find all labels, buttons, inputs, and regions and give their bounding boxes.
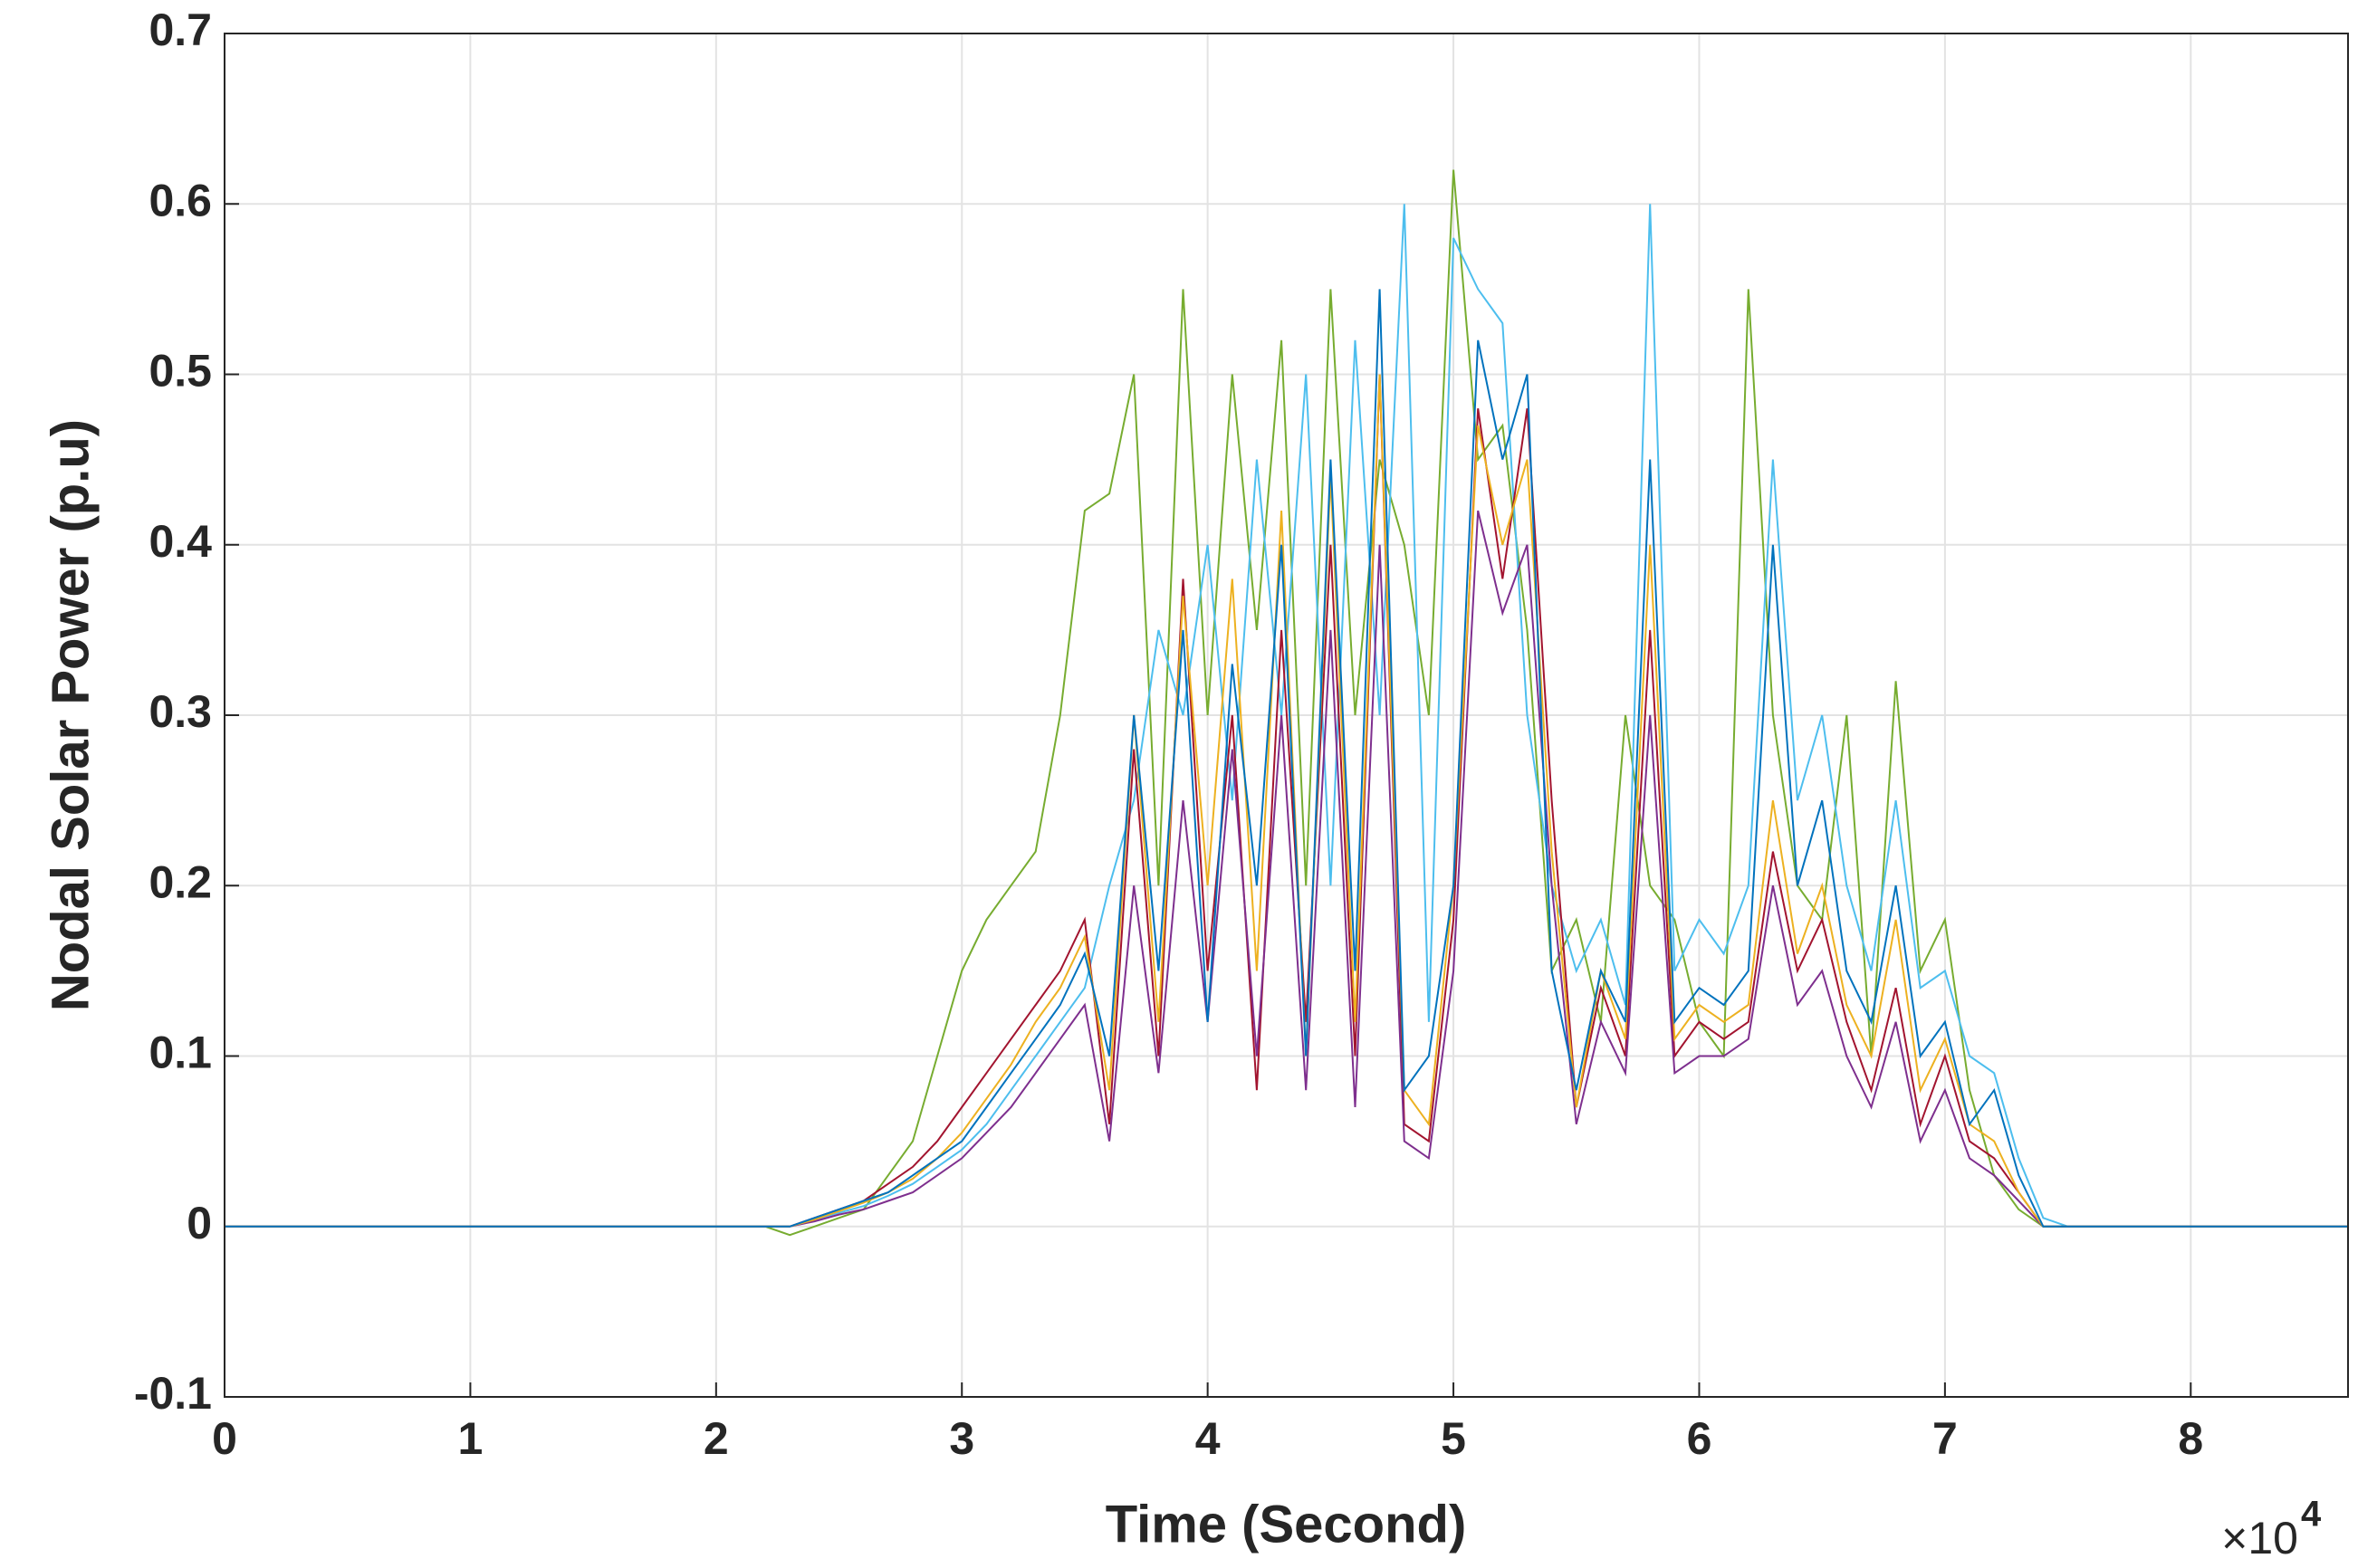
series-line: [225, 289, 2348, 1228]
y-tick-label: 0: [187, 1198, 212, 1248]
x-tick-label: 6: [1687, 1413, 1712, 1464]
series-line: [225, 510, 2348, 1228]
x-tick-label: 3: [949, 1413, 974, 1464]
y-tick-label: 0.3: [149, 686, 212, 737]
series-line: [225, 374, 2348, 1228]
x-tick-label: 7: [1932, 1413, 1958, 1464]
series-line: [225, 204, 2348, 1228]
y-tick-label: 0.2: [149, 856, 212, 907]
y-tick-label: 0.5: [149, 346, 212, 397]
series-line: [225, 169, 2348, 1237]
x-multiplier: ×10: [2221, 1513, 2298, 1563]
x-tick-label: 5: [1441, 1413, 1466, 1464]
y-tick-label: 0.1: [149, 1028, 212, 1078]
x-tick-label: 1: [458, 1413, 484, 1464]
y-axis-label: Nodal Solar Power (p.u): [41, 419, 100, 1011]
plot-frame: [224, 33, 2349, 1398]
y-tick-label: 0.4: [149, 516, 212, 567]
x-exponent: 4: [2301, 1495, 2322, 1535]
y-tick-label: 0.6: [149, 175, 212, 225]
y-tick-label: -0.1: [134, 1368, 212, 1419]
x-tick-label: 8: [2178, 1413, 2203, 1464]
x-tick-label: 4: [1195, 1413, 1221, 1464]
x-tick-label: 2: [704, 1413, 729, 1464]
x-tick-label: 0: [212, 1413, 237, 1464]
x-axis-label: Time (Second): [1106, 1495, 1467, 1554]
y-tick-label: 0.7: [149, 5, 212, 55]
series-line: [225, 374, 2348, 1228]
